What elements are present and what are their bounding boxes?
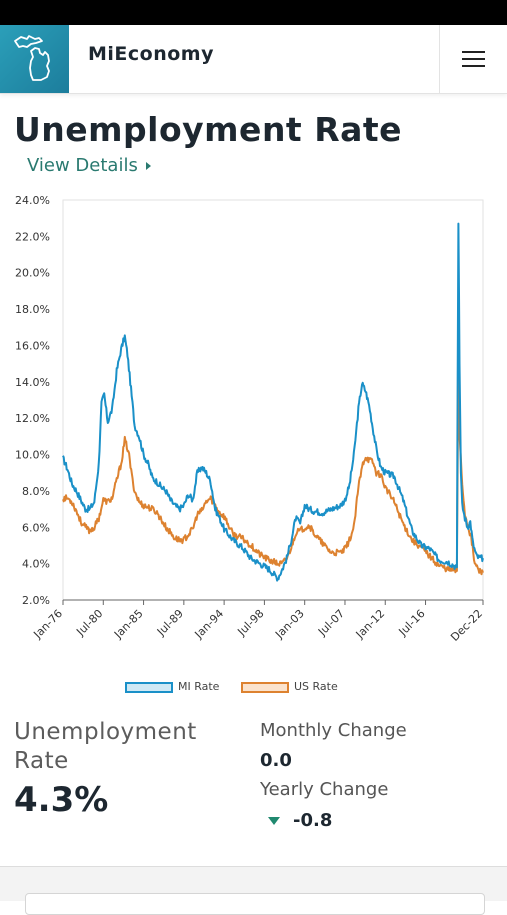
- x-tick-label: Dec-22: [448, 607, 485, 644]
- x-tick-label: Jan-94: [192, 607, 227, 642]
- x-tick-label: Jan-12: [353, 607, 388, 642]
- x-tick-label: Jan-03: [272, 607, 307, 642]
- y-tick-label: 16.0%: [15, 339, 50, 352]
- y-tick-label: 10.0%: [15, 449, 50, 462]
- app-title: MiEconomy: [88, 43, 214, 65]
- unemployment-rate-label: Unemployment Rate: [14, 719, 197, 774]
- app-header: MiEconomy: [0, 25, 507, 94]
- mi-rate-line: [62, 222, 484, 582]
- legend-swatch-us: [241, 681, 289, 693]
- michigan-map-icon: [14, 35, 50, 81]
- y-tick-label: 6.0%: [22, 521, 50, 534]
- header-divider: [439, 25, 440, 93]
- x-tick-label: Jan-76: [31, 607, 66, 642]
- yearly-change-value: -0.8: [293, 810, 333, 831]
- x-tick-label: Jul-07: [315, 607, 347, 639]
- y-tick-label: 12.0%: [15, 412, 50, 425]
- status-bar: [0, 0, 507, 25]
- x-tick-label: Jul-98: [235, 607, 267, 639]
- legend-item-mi[interactable]: MI Rate: [125, 680, 219, 693]
- y-tick-label: 20.0%: [15, 267, 50, 280]
- legend-swatch-mi: [125, 681, 173, 693]
- caret-right-icon: [145, 162, 151, 170]
- monthly-change-label: Monthly Change: [260, 720, 407, 741]
- y-tick-label: 14.0%: [15, 376, 50, 389]
- down-arrow-icon: [268, 817, 280, 825]
- hamburger-icon: [462, 51, 485, 53]
- legend-item-us[interactable]: US Rate: [241, 680, 338, 693]
- view-details-link[interactable]: View Details: [27, 155, 151, 176]
- us-rate-line: [62, 368, 484, 576]
- view-details-label: View Details: [27, 155, 138, 176]
- x-tick-label: Jan-85: [111, 607, 146, 642]
- y-tick-label: 22.0%: [15, 230, 50, 243]
- x-tick-label: Jul-16: [396, 607, 428, 639]
- bottom-card[interactable]: [25, 893, 485, 915]
- michigan-logo[interactable]: [0, 25, 69, 93]
- yearly-change-label: Yearly Change: [260, 779, 389, 800]
- unemployment-line-chart: 2.0% 4.0% 6.0% 8.0% 10.0% 12.0% 14.0% 16.0% 18.0…: [15, 194, 485, 644]
- x-tick-label: Jul-80: [73, 607, 105, 639]
- y-tick-label: 2.0%: [22, 594, 50, 607]
- y-tick-label: 4.0%: [22, 558, 50, 571]
- unemployment-rate-value: 4.3%: [14, 780, 109, 820]
- hamburger-menu-button[interactable]: [440, 25, 507, 93]
- page-title: Unemployment Rate: [14, 110, 403, 149]
- monthly-change-value: 0.0: [260, 750, 292, 771]
- bottom-panel: [0, 866, 507, 915]
- y-tick-label: 8.0%: [22, 485, 50, 498]
- y-tick-label: 24.0%: [15, 194, 50, 207]
- y-tick-label: 18.0%: [15, 303, 50, 316]
- legend-label-us: US Rate: [294, 680, 338, 693]
- x-tick-label: Jul-89: [154, 607, 186, 639]
- legend-label-mi: MI Rate: [178, 680, 220, 693]
